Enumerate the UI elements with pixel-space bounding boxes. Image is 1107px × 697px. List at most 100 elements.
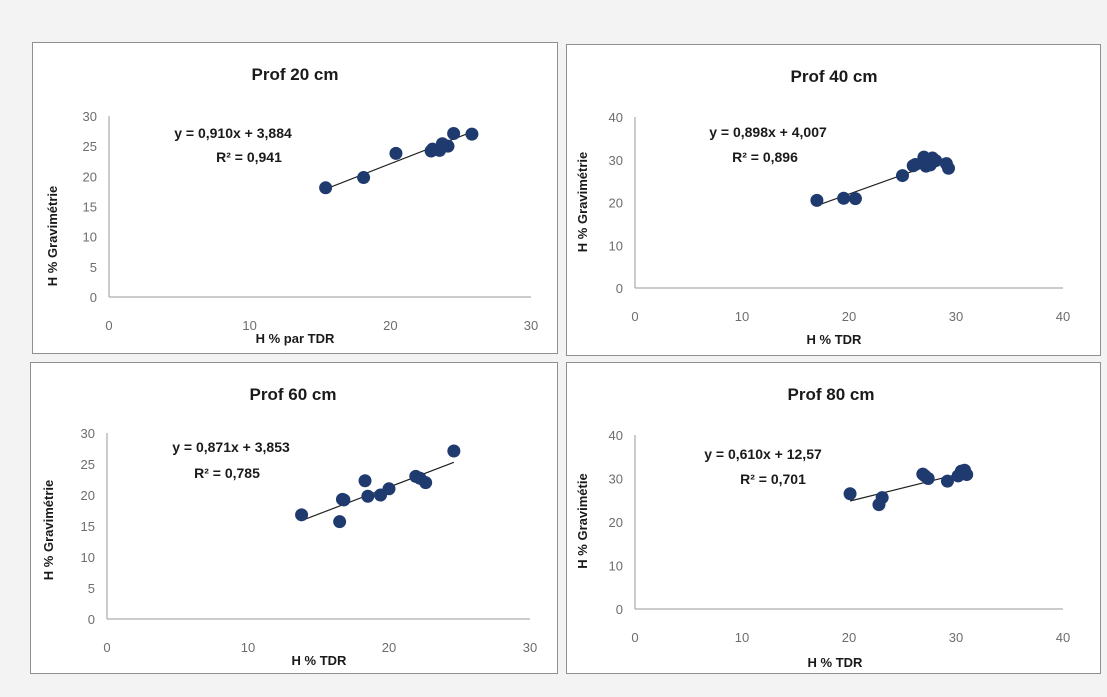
x-tick-label: 20 bbox=[842, 630, 856, 645]
x-tick-label: 20 bbox=[842, 309, 856, 324]
x-tick-label: 0 bbox=[631, 630, 638, 645]
x-tick-label: 0 bbox=[631, 309, 638, 324]
x-tick-label: 30 bbox=[524, 318, 538, 333]
y-tick-label: 40 bbox=[609, 428, 623, 443]
y-tick-label: 25 bbox=[83, 139, 97, 154]
y-tick-label: 10 bbox=[83, 230, 97, 245]
chart-panel-prof-20: Prof 20 cm H % Gravimétrie H % par TDR y… bbox=[32, 42, 558, 354]
marks-group bbox=[810, 150, 956, 207]
data-point bbox=[441, 139, 455, 153]
y-tick-label: 10 bbox=[81, 550, 95, 565]
x-tick-label: 30 bbox=[523, 640, 537, 655]
y-tick-label: 30 bbox=[83, 109, 97, 124]
data-point bbox=[382, 482, 396, 496]
x-tick-label: 0 bbox=[105, 318, 112, 333]
y-tick-label: 25 bbox=[81, 457, 95, 472]
chart-panel-prof-80: Prof 80 cm H % Gravimétie H % TDR y = 0,… bbox=[566, 362, 1101, 674]
x-tick-label: 30 bbox=[949, 309, 963, 324]
data-point bbox=[337, 493, 351, 507]
y-tick-label: 0 bbox=[88, 612, 95, 627]
x-tick-label: 20 bbox=[383, 318, 397, 333]
data-point bbox=[358, 474, 372, 488]
y-tick-label: 0 bbox=[616, 602, 623, 617]
r-squared-label: R² = 0,941 bbox=[216, 149, 282, 165]
x-tick-label: 30 bbox=[949, 630, 963, 645]
x-tick-label: 10 bbox=[735, 630, 749, 645]
y-axis-label: H % Gravimétrie bbox=[45, 186, 60, 286]
chart-panel-prof-60: Prof 60 cm H % Gravimétrie H % TDR y = 0… bbox=[30, 362, 558, 674]
marks-group bbox=[319, 126, 479, 195]
y-axis-label: H % Gravimétrie bbox=[575, 152, 590, 252]
y-tick-label: 20 bbox=[609, 515, 623, 530]
y-tick-label: 30 bbox=[609, 472, 623, 487]
regression-equation: y = 0,898x + 4,007 bbox=[709, 124, 827, 140]
data-point bbox=[361, 489, 375, 503]
x-axis-label: H % TDR bbox=[807, 332, 863, 347]
data-point bbox=[447, 444, 461, 458]
data-point bbox=[319, 181, 333, 195]
data-point bbox=[837, 191, 851, 205]
chart-title: Prof 60 cm bbox=[250, 385, 337, 404]
data-point bbox=[389, 146, 403, 160]
y-tick-label: 10 bbox=[609, 559, 623, 574]
y-tick-label: 0 bbox=[90, 290, 97, 305]
tick-labels-group: 0 10 20 30 40 0 10 20 30 40 bbox=[609, 428, 1071, 645]
r-squared-label: R² = 0,701 bbox=[740, 471, 806, 487]
data-point bbox=[960, 468, 974, 482]
chart-title: Prof 20 cm bbox=[252, 65, 339, 84]
x-tick-label: 20 bbox=[382, 640, 396, 655]
chart-svg: Prof 20 cm H % Gravimétrie H % par TDR y… bbox=[45, 65, 539, 346]
y-tick-label: 30 bbox=[609, 153, 623, 168]
x-axis-label: H % TDR bbox=[292, 653, 348, 668]
y-tick-label: 20 bbox=[83, 169, 97, 184]
data-point bbox=[875, 491, 889, 505]
chart-title: Prof 80 cm bbox=[788, 385, 875, 404]
y-tick-label: 15 bbox=[83, 200, 97, 215]
data-point bbox=[333, 515, 347, 529]
data-point bbox=[940, 474, 954, 488]
data-point bbox=[848, 192, 862, 206]
data-point bbox=[295, 508, 309, 522]
regression-equation: y = 0,610x + 12,57 bbox=[704, 446, 822, 462]
y-tick-label: 10 bbox=[609, 238, 623, 253]
y-tick-label: 0 bbox=[616, 281, 623, 296]
data-point bbox=[810, 193, 824, 207]
marks-group bbox=[843, 463, 974, 512]
data-point bbox=[465, 127, 479, 141]
y-tick-label: 20 bbox=[609, 196, 623, 211]
data-point bbox=[357, 171, 371, 185]
chart-svg: Prof 40 cm H % Gravimétrie H % TDR y = 0… bbox=[575, 67, 1070, 347]
data-point bbox=[419, 476, 433, 490]
chart-svg: Prof 60 cm H % Gravimétrie H % TDR y = 0… bbox=[41, 385, 538, 668]
data-point bbox=[896, 169, 909, 183]
tick-labels-group: 0 5 10 15 20 25 30 0 10 20 30 bbox=[81, 426, 538, 655]
r-squared-label: R² = 0,896 bbox=[732, 149, 798, 165]
tick-labels-group: 0 5 10 15 20 25 30 0 10 20 30 bbox=[83, 109, 539, 333]
y-tick-label: 20 bbox=[81, 488, 95, 503]
x-axis-label: H % TDR bbox=[808, 655, 864, 670]
y-axis-label: H % Gravimétrie bbox=[41, 480, 56, 580]
y-tick-label: 5 bbox=[88, 581, 95, 596]
x-axis-label: H % par TDR bbox=[256, 331, 335, 346]
data-point bbox=[908, 157, 922, 171]
regression-equation: y = 0,871x + 3,853 bbox=[172, 439, 290, 455]
y-tick-label: 5 bbox=[90, 260, 97, 275]
data-point bbox=[843, 487, 857, 501]
y-tick-label: 30 bbox=[81, 426, 95, 441]
x-tick-label: 40 bbox=[1056, 630, 1070, 645]
data-point bbox=[921, 472, 935, 485]
chart-svg: Prof 80 cm H % Gravimétie H % TDR y = 0,… bbox=[575, 385, 1071, 670]
x-tick-label: 0 bbox=[103, 640, 110, 655]
x-tick-label: 40 bbox=[1056, 309, 1070, 324]
chart-panel-prof-40: Prof 40 cm H % Gravimétrie H % TDR y = 0… bbox=[566, 44, 1101, 356]
y-tick-label: 40 bbox=[609, 110, 623, 125]
r-squared-label: R² = 0,785 bbox=[194, 465, 260, 481]
chart-title: Prof 40 cm bbox=[791, 67, 878, 86]
regression-equation: y = 0,910x + 3,884 bbox=[174, 125, 292, 141]
data-point bbox=[942, 161, 956, 175]
y-tick-label: 15 bbox=[81, 519, 95, 534]
x-tick-label: 10 bbox=[735, 309, 749, 324]
x-tick-label: 10 bbox=[241, 640, 255, 655]
x-tick-label: 10 bbox=[242, 318, 256, 333]
y-axis-label: H % Gravimétie bbox=[575, 473, 590, 568]
